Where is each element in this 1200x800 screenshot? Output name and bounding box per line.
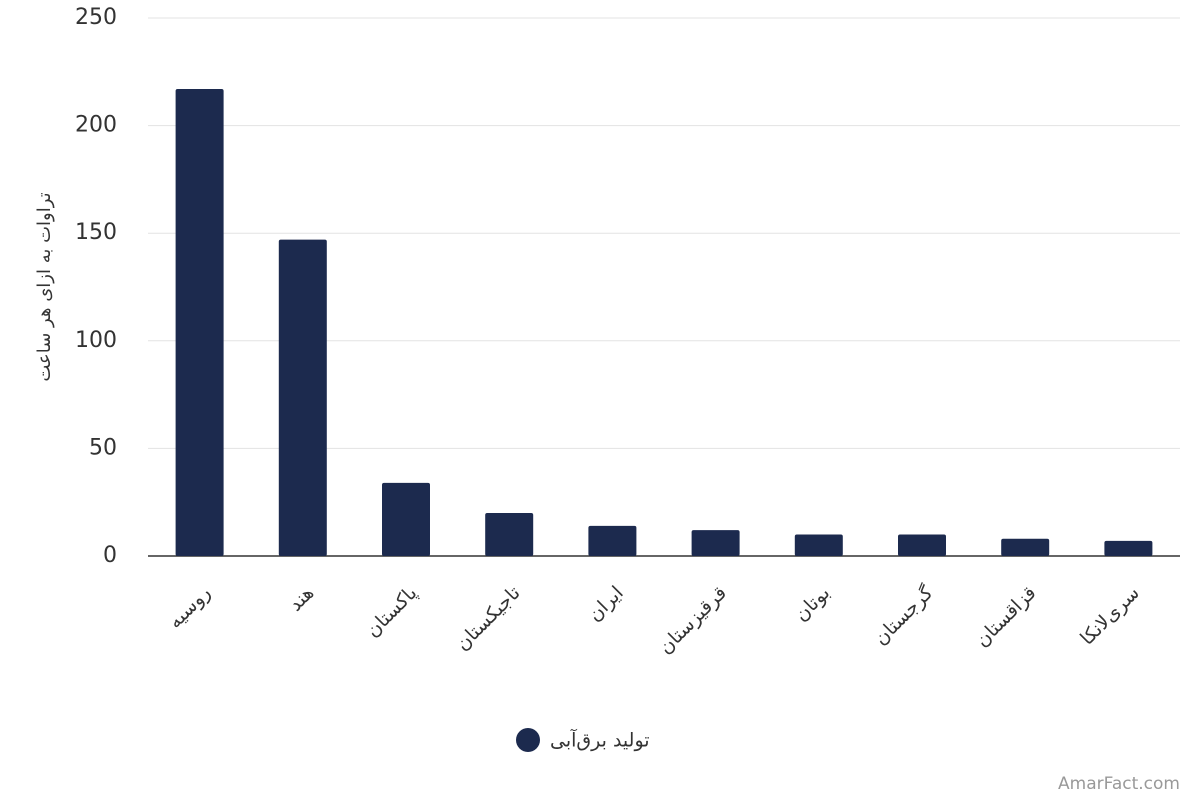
x-tick-label: ایران	[584, 582, 628, 626]
bar	[898, 534, 946, 556]
bar	[278, 239, 327, 556]
x-tick-label: بوتان	[790, 582, 834, 626]
y-tick-label: 200	[75, 113, 117, 138]
y-tick-label: 50	[89, 435, 117, 460]
bar	[691, 530, 740, 556]
x-tick-label: روسیه	[164, 582, 215, 633]
x-tick-label: سری‌لانکا	[1076, 582, 1144, 650]
legend-label: تولید برق‌آبی	[550, 728, 650, 752]
bar	[1104, 540, 1153, 556]
y-axis-label: تراوات به ازای هر ساعت	[34, 192, 55, 381]
y-tick-label: 150	[75, 220, 117, 245]
y-tick-label: 250	[75, 5, 117, 30]
x-tick-label: تاجیکستان	[451, 582, 524, 655]
x-tick-label: قرقیزستان	[654, 582, 731, 659]
x-tick-label: هند	[284, 582, 318, 616]
watermark: AmarFact.com	[1058, 774, 1180, 794]
bar	[382, 482, 430, 556]
y-tick-label: 0	[103, 543, 117, 568]
x-tick-label: گرجستان	[869, 580, 938, 649]
x-tick-label: قزاقستان	[971, 582, 1041, 652]
bar	[485, 512, 534, 556]
bar	[588, 525, 637, 556]
bar	[794, 534, 843, 556]
bar	[1001, 538, 1050, 556]
bar	[175, 89, 224, 557]
x-tick-label: پاکستان	[362, 582, 422, 642]
y-tick-label: 100	[75, 328, 117, 353]
legend-swatch	[516, 728, 540, 752]
